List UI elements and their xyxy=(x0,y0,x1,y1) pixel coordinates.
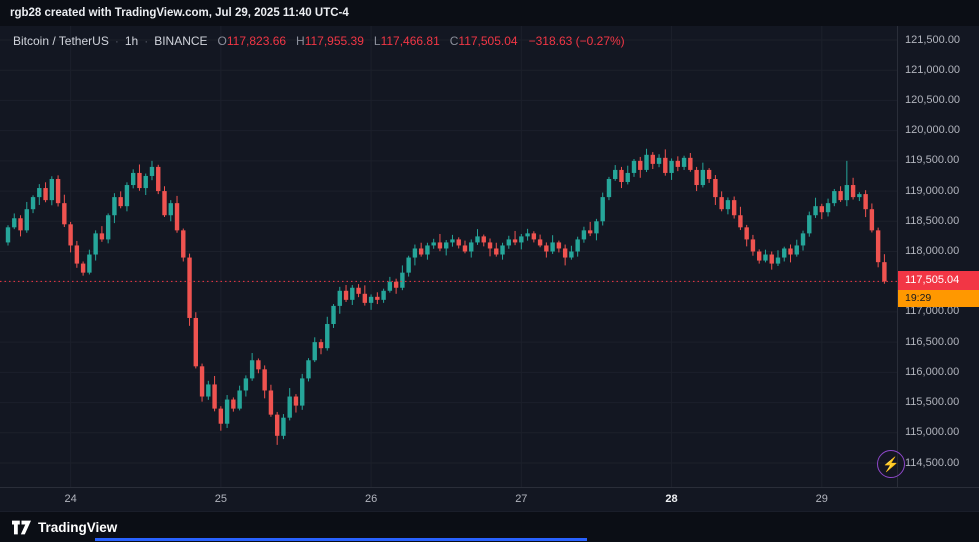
bar-countdown: 19:29 xyxy=(898,290,979,307)
last-price-value: 117,505.04 xyxy=(898,271,979,291)
candlestick-plot[interactable] xyxy=(0,26,897,487)
time-label: 24 xyxy=(64,493,77,505)
open-readout: O117,823.66 xyxy=(217,34,287,48)
price-label: 118,000.00 xyxy=(905,245,960,257)
tradingview-logo-link[interactable]: TradingView xyxy=(12,520,117,535)
price-label: 116,500.00 xyxy=(905,335,960,348)
price-label: 115,500.00 xyxy=(905,396,960,409)
price-label: 120,000.00 xyxy=(905,124,961,137)
price-label: 119,500.00 xyxy=(905,154,960,167)
price-label: 117,000.00 xyxy=(905,305,960,318)
time-label: 28 xyxy=(665,493,678,505)
lightning-icon: ⚡ xyxy=(882,455,900,472)
time-label: 29 xyxy=(815,493,828,505)
boost-button[interactable]: ⚡ xyxy=(877,450,905,478)
last-price-tag: 117,505.04 19:29 xyxy=(898,271,979,307)
chart-area: 121,500.00 121,000.00 120,500.00 120,000.00… xyxy=(0,26,979,487)
tradingview-wordmark: TradingView xyxy=(38,519,118,535)
time-axis[interactable]: 24 25 26 27 28 29 xyxy=(0,487,979,511)
price-label: 119,000.00 xyxy=(905,184,960,197)
price-label: 121,000.00 xyxy=(905,63,961,76)
time-label: 26 xyxy=(364,493,378,505)
exchange-label[interactable]: BINANCE xyxy=(154,34,208,48)
time-label: 27 xyxy=(515,493,528,505)
interval-label[interactable]: 1h xyxy=(124,34,139,48)
price-label: 121,500.00 xyxy=(905,33,961,46)
top-bar: rgb28 created with TradingView.com, Jul … xyxy=(0,0,979,26)
symbol-name[interactable]: Bitcoin / TetherUS xyxy=(13,34,109,48)
change-readout: −318.63 (−0.27%) xyxy=(528,34,625,48)
low-readout: L117,466.81 xyxy=(373,34,440,48)
legend-separator: · xyxy=(144,34,149,48)
price-label: 114,500.00 xyxy=(905,456,960,469)
close-readout: C117,505.04 xyxy=(449,34,518,48)
tradingview-logo-icon xyxy=(12,520,31,534)
symbol-legend: Bitcoin / TetherUS · 1h · BINANCE O117,8… xyxy=(13,34,625,48)
price-label: 120,500.00 xyxy=(905,93,961,106)
price-label: 116,000.00 xyxy=(905,365,960,378)
price-label: 115,000.00 xyxy=(905,426,960,439)
bottom-blue-bar xyxy=(95,538,587,541)
high-readout: H117,955.39 xyxy=(296,34,364,48)
time-label: 25 xyxy=(214,493,227,505)
bottom-bar: TradingView xyxy=(0,511,979,542)
legend-separator: · xyxy=(114,34,119,48)
price-label: 118,500.00 xyxy=(905,214,960,227)
price-axis[interactable]: 121,500.00 121,000.00 120,500.00 120,000.00… xyxy=(897,26,979,487)
attribution-text: rgb28 created with TradingView.com, Jul … xyxy=(10,7,349,19)
